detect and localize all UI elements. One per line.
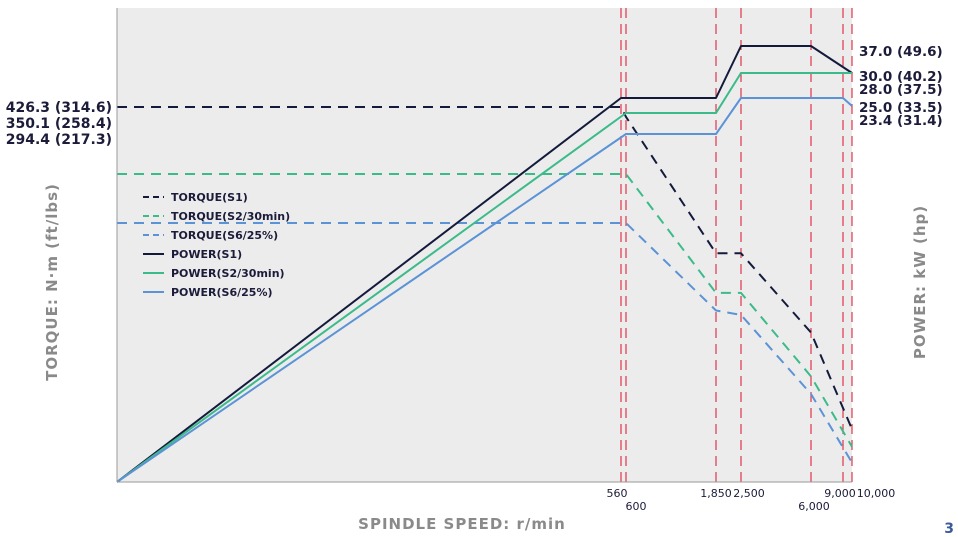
power-value-label: 37.0 (49.6) xyxy=(859,44,943,60)
torque-value-label: 426.3 (314.6) xyxy=(6,100,112,116)
legend-label: POWER(S1) xyxy=(171,248,242,261)
y-axis-title-left: TORQUE: N·m (ft/lbs) xyxy=(43,183,61,381)
series-power-s6-25 xyxy=(116,97,853,483)
power-value-label: 28.0 (37.5) xyxy=(859,82,943,98)
x-axis-title: SPINDLE SPEED: r/min xyxy=(358,515,566,533)
legend: TORQUE(S1) TORQUE(S2/30min) TORQUE(S6/25%)… xyxy=(143,191,290,299)
plot-area xyxy=(117,8,852,482)
x-tick-label: 1,850 xyxy=(700,487,732,500)
legend-label: TORQUE(S6/25%) xyxy=(171,229,278,242)
series-torque-s2-30min xyxy=(117,173,853,448)
series-torque-s6-25 xyxy=(117,222,853,464)
x-tick-label: 600 xyxy=(626,500,647,513)
x-tick-label: 9,000 xyxy=(824,487,856,500)
x-tick-label: 10,000 xyxy=(857,487,896,500)
power-value-label: 30.0 (40.2) xyxy=(859,69,943,85)
series-power-s2-30min xyxy=(116,72,852,483)
x-tick-label: 560 xyxy=(607,487,628,500)
torque-value-label: 350.1 (258.4) xyxy=(6,116,112,132)
series-lines xyxy=(116,45,853,483)
power-value-label: 23.4 (31.4) xyxy=(859,113,943,129)
legend-label: POWER(S2/30min) xyxy=(171,267,285,280)
x-tick-label: 2,500 xyxy=(733,487,765,500)
x-tick-label: 6,000 xyxy=(798,500,830,513)
torque-value-labels: 426.3 (314.6)350.1 (258.4)294.4 (217.3) xyxy=(6,100,112,148)
power-value-labels: 37.0 (49.6) 30.0 (40.2)28.0 (37.5) 25.0 (3… xyxy=(859,44,943,129)
torque-value-label: 294.4 (217.3) xyxy=(6,132,112,148)
legend-label: TORQUE(S1) xyxy=(171,191,248,204)
y-axis-title-right: POWER: kW (hp) xyxy=(911,205,929,359)
legend-label: TORQUE(S2/30min) xyxy=(171,210,290,223)
page-number: 3 xyxy=(944,521,954,537)
power-value-label: 25.0 (33.5) xyxy=(859,100,943,116)
series-power-s1 xyxy=(116,45,853,483)
legend-label: POWER(S6/25%) xyxy=(171,286,273,299)
